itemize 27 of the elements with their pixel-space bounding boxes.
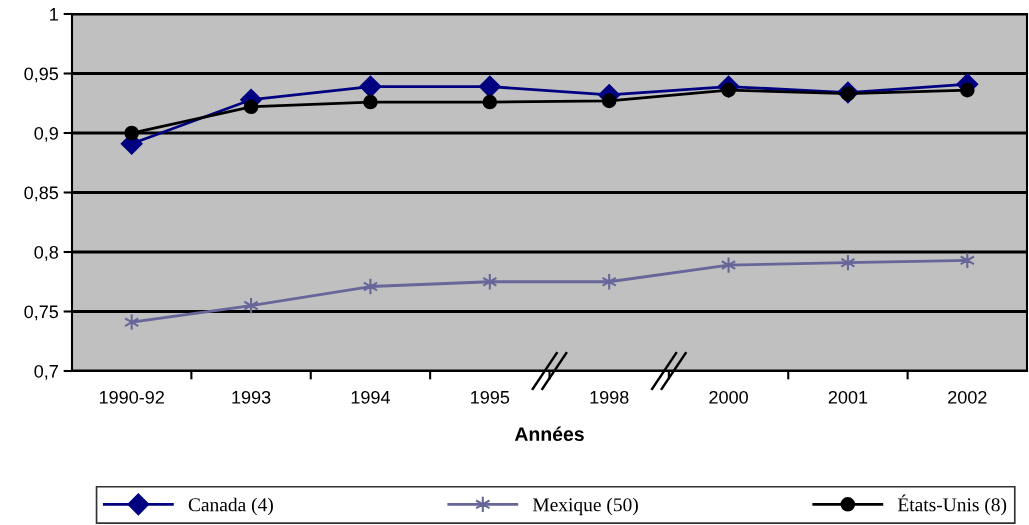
point [363, 94, 378, 110]
point [124, 125, 139, 141]
x-tick-label: 1994 [351, 390, 390, 404]
x-tick-label: 2000 [709, 390, 748, 404]
x-tick-label: 1995 [471, 390, 510, 404]
point [243, 99, 259, 115]
legend-label: Mexique (50) [532, 497, 638, 516]
y-tick-label: 0,85 [24, 186, 59, 202]
point [359, 75, 382, 98]
x-tick-label: 2001 [828, 390, 868, 404]
point [478, 75, 501, 98]
x-axis-title: Années [514, 426, 584, 441]
x-tick-label: 1990-92 [99, 390, 164, 404]
y-tick-label: 0,75 [24, 305, 59, 321]
point [482, 94, 498, 110]
y-tick-label: 0,7 [34, 364, 58, 380]
x-tick-label: 1998 [590, 390, 629, 404]
y-tick-label: 0,9 [34, 126, 58, 142]
point [960, 82, 975, 98]
point [601, 93, 617, 109]
x-tick-label: 1993 [232, 390, 271, 404]
legend-label: Canada (4) [188, 497, 273, 516]
legend-label: États-Unis (8) [897, 494, 1007, 516]
x-tick-label: 2002 [948, 390, 987, 404]
y-tick-label: 0,8 [34, 245, 59, 261]
y-tick-label: 1 [50, 8, 58, 21]
y-tick-label: 0,95 [24, 67, 59, 83]
